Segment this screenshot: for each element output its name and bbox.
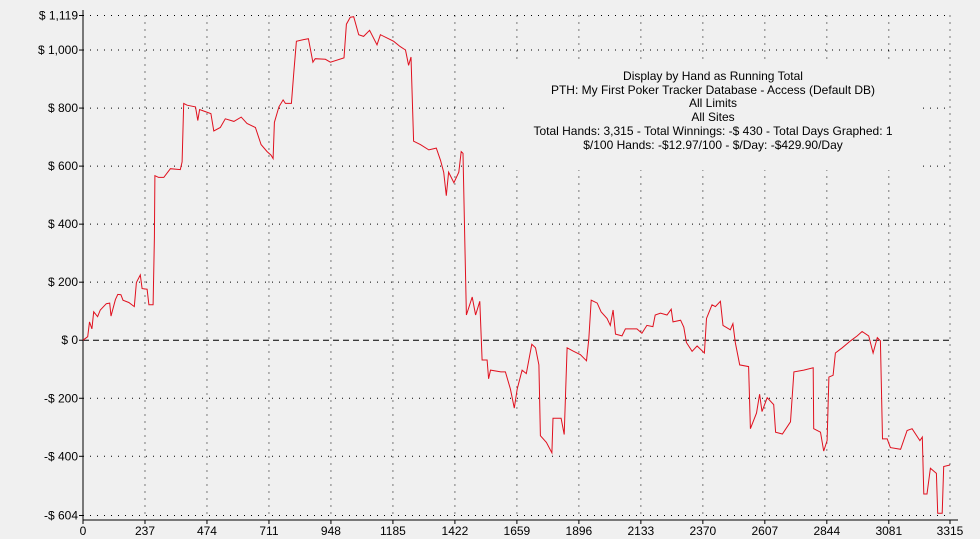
y-tick-label: $ 800 xyxy=(48,101,78,115)
y-tick-label: $ 1,000 xyxy=(38,43,78,57)
info-line-mode: Display by Hand as Running Total xyxy=(623,69,803,83)
y-tick-label: $ 400 xyxy=(48,217,78,231)
running-total-line xyxy=(82,16,951,514)
y-tick-label: -$ 400 xyxy=(44,449,78,463)
info-block: Display by Hand as Running Total PTH: My… xyxy=(533,69,892,152)
x-tick-label: 711 xyxy=(259,524,278,538)
x-tick-label: 1422 xyxy=(442,524,469,538)
info-line-database: PTH: My First Poker Tracker Database - A… xyxy=(551,83,875,97)
x-tick-label: 1896 xyxy=(566,524,593,538)
info-line-sites: All Sites xyxy=(691,110,734,124)
x-tick-label: 3081 xyxy=(875,524,902,538)
y-tick-label: $ 200 xyxy=(48,275,78,289)
info-background xyxy=(505,60,918,170)
y-tick-label: $ 0 xyxy=(61,333,78,347)
y-tick-label: $ 1,119 xyxy=(39,9,78,23)
x-tick-label: 237 xyxy=(135,524,155,538)
x-tick-label: 1185 xyxy=(380,524,406,538)
x-tick-label: 948 xyxy=(321,524,341,538)
y-tick-label: -$ 200 xyxy=(44,391,78,405)
info-line-rates: $/100 Hands: -$12.97/100 - $/Day: -$429.… xyxy=(583,138,843,152)
x-tick-label: 1659 xyxy=(504,524,531,538)
x-tick-label: 2844 xyxy=(813,524,840,538)
y-tick-label: $ 600 xyxy=(48,159,78,173)
x-tick-label: 0 xyxy=(80,524,87,538)
x-tick-label: 2370 xyxy=(689,524,716,538)
info-line-totals: Total Hands: 3,315 - Total Winnings: -$ … xyxy=(533,124,892,138)
x-tick-label: 2133 xyxy=(628,524,655,538)
x-tick-label: 3315 xyxy=(937,524,964,538)
axes: $ 1,119 $ 1,000 $ 800 $ 600 $ 400 $ 200 $ 0 -$ … xyxy=(38,9,964,539)
x-tick-label: 2607 xyxy=(751,524,778,538)
y-tick-label: -$ 604 xyxy=(44,509,78,523)
x-tick-label: 474 xyxy=(197,524,217,538)
info-line-limits: All Limits xyxy=(689,96,737,110)
